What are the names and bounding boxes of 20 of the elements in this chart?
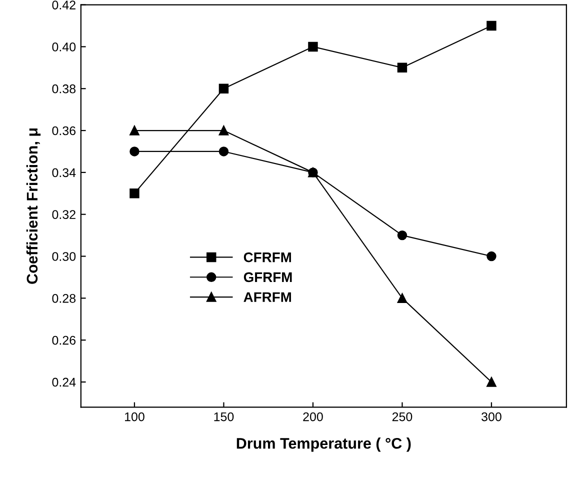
y-tick-label: 0.34 xyxy=(52,168,76,178)
y-tick-label: 0.30 xyxy=(52,252,76,261)
legend-label: AFRFM xyxy=(244,292,291,302)
y-tick-label: 0.32 xyxy=(52,210,76,220)
x-tick-label: 250 xyxy=(392,412,412,422)
y-tick-label: 0.42 xyxy=(52,0,76,10)
y-tick-label: 0.24 xyxy=(52,378,76,387)
x-axis-title: Drum Temperature ( °C ) xyxy=(236,438,411,452)
legend-label: CFRFM xyxy=(244,252,291,262)
y-tick-label: 0.28 xyxy=(52,294,76,303)
y-tick-label: 0.38 xyxy=(52,84,76,94)
y-tick-label: 0.36 xyxy=(52,126,76,136)
x-tick-label: 200 xyxy=(303,412,323,422)
x-tick-label: 300 xyxy=(482,412,502,422)
x-tick-label: 150 xyxy=(214,412,234,422)
legend-label: GFRFM xyxy=(244,272,292,282)
y-axis-title: Coefficient Friction, μ xyxy=(26,128,41,284)
x-tick-label: 100 xyxy=(124,412,144,422)
y-tick-label: 0.40 xyxy=(52,42,76,52)
y-tick-label: 0.26 xyxy=(52,336,76,345)
